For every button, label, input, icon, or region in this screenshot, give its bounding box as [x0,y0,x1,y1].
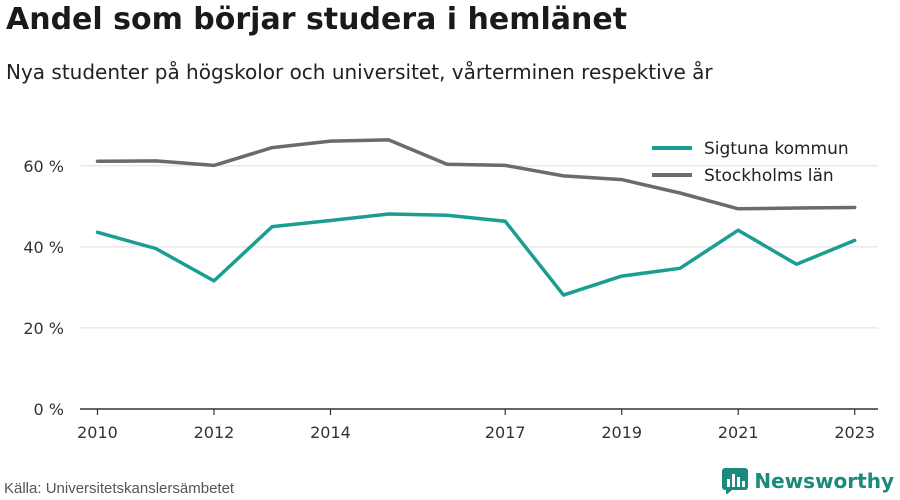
y-tick-label: 60 % [23,157,64,176]
legend-label-sigtuna: Sigtuna kommun [704,139,849,159]
series-line-stockholm [95,138,857,211]
chart-subtitle: Nya studenter på högskolor och universit… [6,60,713,84]
x-tick-label: 2023 [834,423,875,442]
y-tick-label: 40 % [23,238,64,257]
x-tick-label: 2012 [194,423,235,442]
chart-title: Andel som börjar studera i hemlänet [6,2,628,37]
x-tick-label: 2017 [485,423,526,442]
legend-label-stockholm: Stockholms län [704,166,834,186]
brand-logo: Newsworthy [722,468,894,494]
source-note: Källa: Universitetskanslersämbetet [4,480,235,497]
y-tick-label: 20 % [23,319,64,338]
x-tick-label: 2014 [310,423,351,442]
series-line-sigtuna [95,212,857,297]
x-tick-label: 2021 [718,423,759,442]
y-tick-label: 0 % [34,400,64,419]
brand-name: Newsworthy [754,469,894,493]
x-tick-label: 2010 [77,423,118,442]
newsworthy-logo-icon [722,468,749,494]
x-tick-label: 2019 [601,423,642,442]
